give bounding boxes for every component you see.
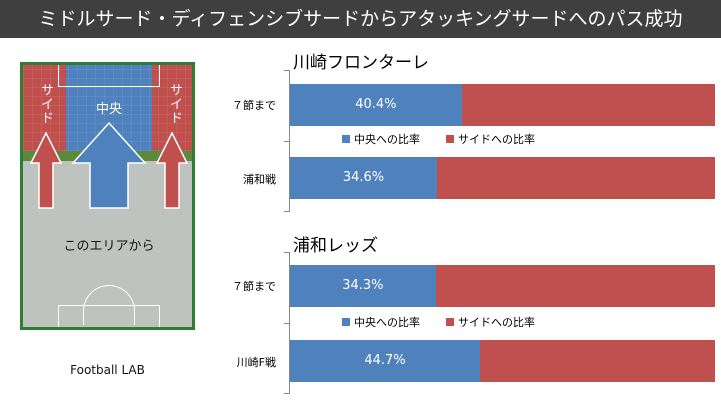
side-left-label: サイド bbox=[38, 83, 53, 125]
chart1-bar-center bbox=[290, 84, 462, 126]
chart2-data-label: 34.3% bbox=[342, 278, 384, 293]
chart2-title: 浦和レッズ bbox=[293, 236, 378, 256]
chart1-category-label: ７節まで bbox=[232, 99, 276, 112]
chart2-bar-center bbox=[290, 265, 436, 307]
chart2-data-label: 44.7% bbox=[364, 353, 406, 368]
chart2-bar-side bbox=[435, 265, 715, 307]
chart1-legend: 中央への比率 サイドへの比率 bbox=[342, 131, 535, 147]
chart2-bar-side bbox=[479, 340, 715, 382]
legend-label-side: サイドへの比率 bbox=[458, 316, 535, 329]
chart1-bar-side bbox=[461, 84, 715, 126]
side-right-label: サイド bbox=[167, 83, 182, 125]
chart2-tick bbox=[284, 393, 290, 394]
chart1-tick bbox=[284, 70, 290, 71]
chart1-data-label: 40.4% bbox=[355, 97, 397, 112]
chart1-title: 川崎フロンターレ bbox=[293, 53, 429, 73]
chart1-tick bbox=[284, 141, 290, 142]
legend-swatch-center bbox=[342, 135, 350, 143]
arrow-left-icon bbox=[29, 131, 63, 209]
penalty-area-top bbox=[58, 65, 160, 87]
pitch-diagram: サイド 中央 サイド このエリアから bbox=[20, 62, 195, 330]
legend-swatch-side bbox=[446, 318, 454, 326]
chart1-data-label: 34.6% bbox=[342, 170, 385, 185]
area-label: このエリアから bbox=[63, 239, 155, 254]
chart2-tick bbox=[284, 252, 290, 253]
arrow-right-icon bbox=[155, 131, 189, 209]
chart2-category-label: 川崎F戦 bbox=[236, 356, 276, 369]
arrow-center-icon bbox=[71, 121, 147, 209]
center-circle-arc bbox=[83, 285, 135, 325]
chart1-tick bbox=[284, 211, 290, 212]
legend-label-center: 中央への比率 bbox=[354, 316, 420, 329]
chart1-bar-center bbox=[290, 157, 438, 199]
legend-swatch-center bbox=[342, 318, 350, 326]
legend-label-side: サイドへの比率 bbox=[458, 133, 535, 146]
arrows bbox=[29, 121, 189, 209]
center-label: 中央 bbox=[95, 102, 122, 117]
legend-label-center: 中央への比率 bbox=[354, 133, 420, 146]
chart2-legend: 中央への比率 サイドへの比率 bbox=[342, 314, 535, 330]
chart1-category-label: 浦和戦 bbox=[243, 173, 276, 186]
chart2-tick bbox=[284, 323, 290, 324]
page-title: ミドルサード・ディフェンシブサードからアタッキングサードへのパス成功 bbox=[0, 0, 721, 38]
chart2-category-label: ７節まで bbox=[232, 280, 276, 293]
chart1-bar-side bbox=[437, 157, 715, 199]
legend-swatch-side bbox=[446, 135, 454, 143]
source-caption: Football LAB bbox=[70, 363, 145, 377]
chart2-bar-center bbox=[290, 340, 480, 382]
